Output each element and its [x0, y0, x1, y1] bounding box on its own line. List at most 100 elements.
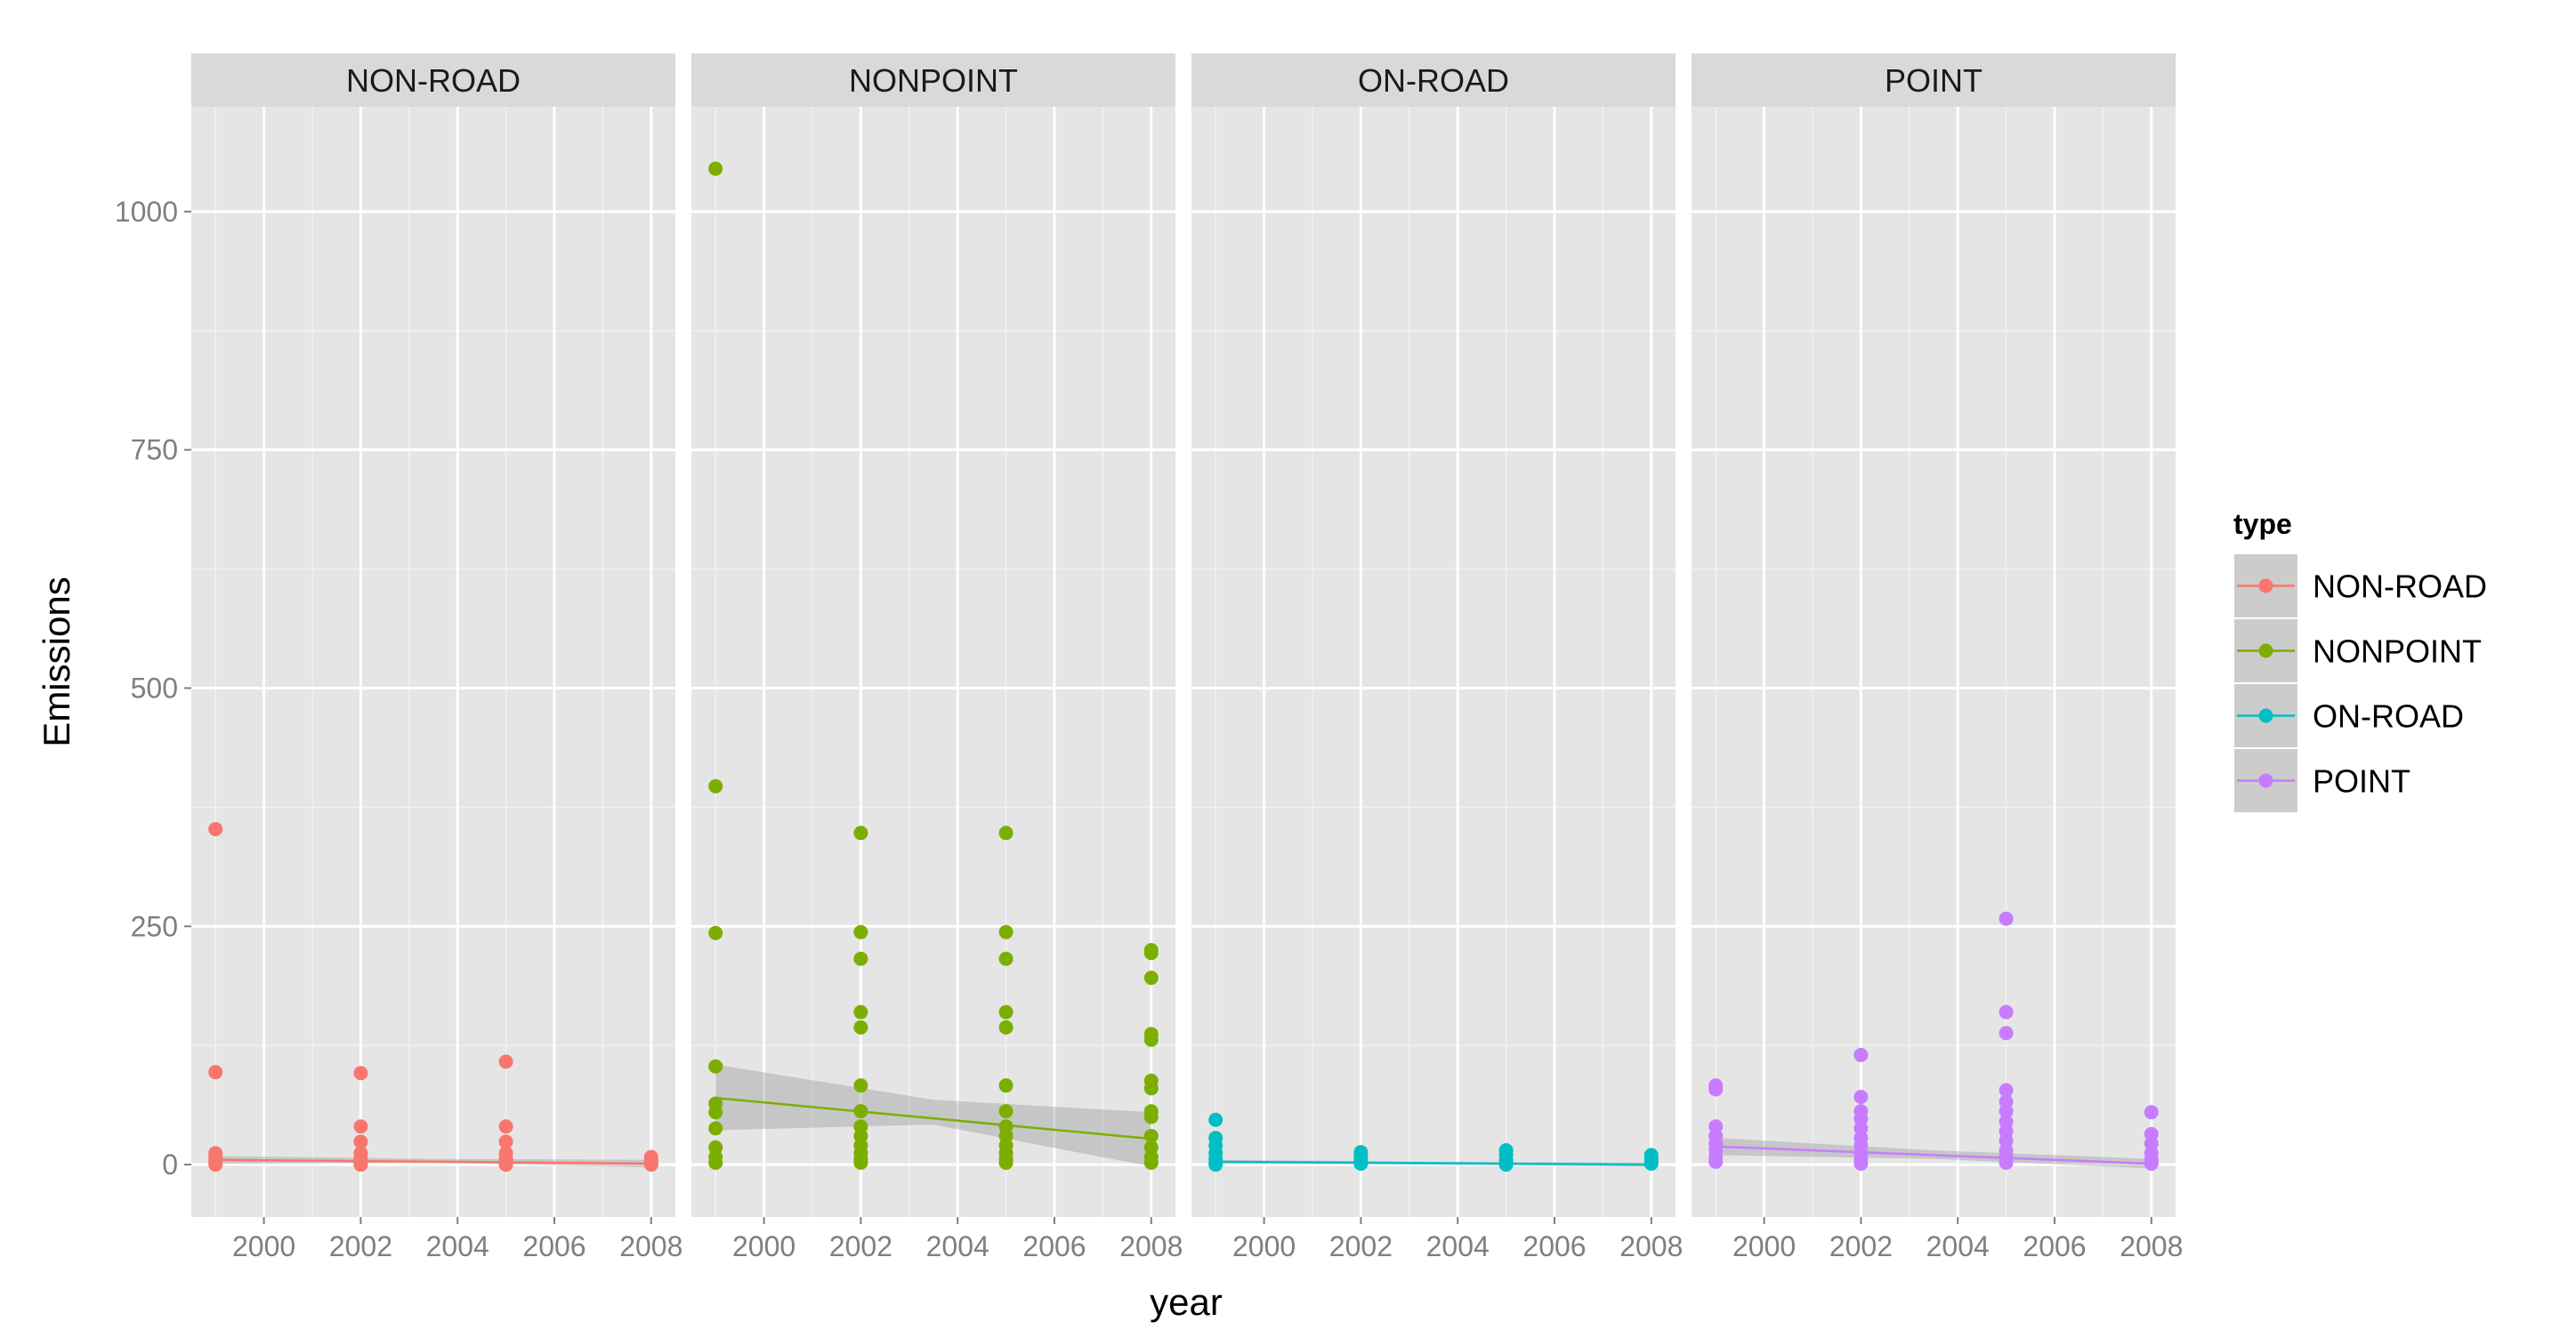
data-point [1999, 911, 2014, 926]
data-point [853, 1004, 868, 1020]
panel-background [1692, 107, 2176, 1217]
x-tick-label: 2006 [2023, 1230, 2086, 1262]
panel-non-road: NON-ROAD [191, 53, 675, 1217]
data-point [1208, 1157, 1223, 1173]
legend-item-on-road: ON-ROAD [2233, 682, 2464, 749]
x-tick-label: 2004 [1426, 1230, 1490, 1262]
data-point [853, 826, 868, 841]
legend-item-non-road: NON-ROAD [2233, 552, 2487, 619]
x-tick-label: 2008 [2120, 1230, 2183, 1262]
data-point [1143, 971, 1159, 986]
data-point [708, 1059, 723, 1074]
legend-key-point [2258, 773, 2273, 788]
x-tick-label: 2008 [1619, 1230, 1683, 1262]
data-point [208, 1065, 223, 1080]
legend-item-nonpoint: NONPOINT [2233, 617, 2482, 684]
y-tick-label: 1000 [115, 196, 178, 228]
x-tick-label: 2002 [329, 1230, 392, 1262]
data-point [998, 951, 1013, 966]
facet-strip-label: NONPOINT [849, 62, 1018, 99]
x-tick-label: 2002 [1829, 1230, 1893, 1262]
data-point [853, 1155, 868, 1170]
x-tick-label: 2000 [732, 1230, 795, 1262]
x-tick-label: 2004 [426, 1230, 489, 1262]
x-tick-label: 2004 [1926, 1230, 1990, 1262]
panel-background [691, 107, 1175, 1217]
facet-strip [191, 53, 675, 107]
x-tick-label: 2004 [926, 1230, 989, 1262]
data-point [998, 1078, 1013, 1093]
data-point [2144, 1105, 2159, 1120]
data-point [208, 822, 223, 837]
data-point [708, 925, 723, 940]
data-point [998, 826, 1013, 841]
data-point [1143, 1109, 1159, 1124]
trend-line [215, 1158, 651, 1165]
data-point [853, 1020, 868, 1035]
data-point [853, 924, 868, 939]
data-point [853, 1078, 868, 1093]
data-point [353, 1134, 368, 1149]
data-point [708, 778, 723, 794]
facet-strip [691, 53, 1175, 107]
y-tick-label: 250 [131, 910, 178, 942]
data-point [998, 1020, 1013, 1035]
data-point [1999, 1004, 2014, 1020]
panel-point: POINT [1692, 53, 2176, 1217]
legend-label: NON-ROAD [2313, 568, 2487, 605]
data-point [708, 1105, 723, 1120]
data-point [353, 1066, 368, 1081]
data-point [708, 1121, 723, 1136]
data-point [498, 1119, 513, 1134]
facet-strip-label: NON-ROAD [346, 62, 521, 99]
legend-key-point [2258, 708, 2273, 723]
legend: type NON-ROAD NONPOINT ON-ROAD POINT [2233, 508, 2487, 814]
legend-label: ON-ROAD [2313, 698, 2464, 735]
data-point [1853, 1090, 1869, 1105]
x-tick-label: 2000 [1232, 1230, 1296, 1262]
data-point [998, 1104, 1013, 1119]
data-point [1999, 1104, 2014, 1119]
trend-line [715, 1096, 1151, 1141]
data-point [998, 1004, 1013, 1020]
facet-strip [1191, 53, 1676, 107]
data-point [1708, 1082, 1724, 1097]
y-axis-title: Emissions [36, 576, 77, 746]
data-point [1143, 1081, 1159, 1096]
data-point [1999, 1083, 2014, 1098]
data-point [1853, 1047, 1869, 1062]
x-tick-label: 2006 [1522, 1230, 1586, 1262]
data-point [643, 1157, 658, 1173]
trend-line [1716, 1145, 2152, 1165]
x-tick-label: 2002 [829, 1230, 892, 1262]
x-tick-label: 2008 [1119, 1230, 1183, 1262]
data-point [353, 1119, 368, 1134]
x-axis-title: year [1150, 1281, 1223, 1323]
data-point [1708, 1154, 1724, 1169]
data-point [498, 1157, 513, 1173]
y-tick-label: 500 [131, 672, 178, 704]
data-point [1143, 946, 1159, 961]
x-tick-label: 2006 [522, 1230, 585, 1262]
legend-label: NONPOINT [2313, 633, 2482, 670]
facet-strip-label: POINT [1885, 62, 1982, 99]
data-point [708, 1155, 723, 1170]
facet-strip [1692, 53, 2176, 107]
data-point [498, 1134, 513, 1149]
panel-background [1191, 107, 1676, 1217]
y-tick-label: 0 [162, 1149, 178, 1181]
x-tick-label: 2000 [1732, 1230, 1796, 1262]
confidence-band [1716, 1138, 2152, 1169]
panel-on-road: ON-ROAD [1191, 53, 1676, 1217]
data-point [1143, 1155, 1159, 1170]
data-point [853, 951, 868, 966]
data-point [208, 1157, 223, 1173]
data-point [1208, 1112, 1223, 1127]
panel-nonpoint: NONPOINT [691, 53, 1175, 1217]
legend-title: type [2233, 508, 2292, 540]
data-point [498, 1054, 513, 1069]
facet-strip-label: ON-ROAD [1358, 62, 1509, 99]
data-point [998, 1155, 1013, 1170]
data-point [1143, 1032, 1159, 1047]
